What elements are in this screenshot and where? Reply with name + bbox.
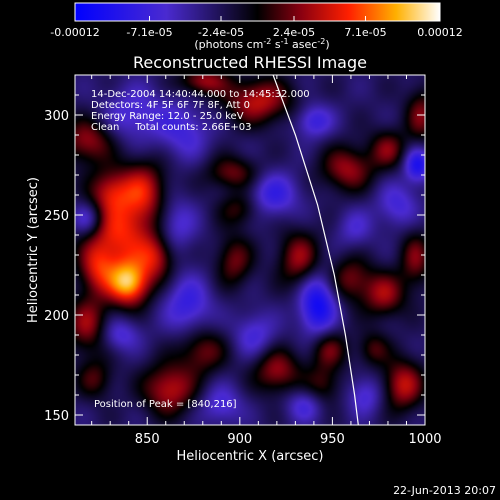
y-axis-tick-labels: 150 200 250 300: [44, 109, 69, 424]
y-tick-label-250: 250: [44, 209, 69, 224]
x-axis-tick-labels: 850 900 950 1000: [135, 432, 442, 447]
x-tick-label-1000: 1000: [408, 432, 441, 447]
colorbar-unit-label: (photons cm-2 s-1 asec-2): [194, 37, 329, 51]
annotation-block: 14-Dec-2004 14:40:44.000 to 14:45:32.000…: [91, 89, 310, 133]
colorbar-gradient: [74, 2, 441, 22]
annotation-energy-range: Energy Range: 12.0 - 25.0 keV: [91, 111, 244, 122]
x-axis-ticks: [91, 75, 426, 425]
annotation-clean-counts: Clean Total counts: 2.66E+03: [91, 122, 251, 133]
colorbar-tick-label-3: 2.4e-05: [273, 26, 315, 39]
colorbar-tick-label-4: 7.1e-05: [344, 26, 386, 39]
colorbar-tick-label-0: -0.00012: [50, 26, 99, 39]
x-axis-label: Heliocentric X (arcsec): [177, 449, 324, 464]
annotation-detectors: Detectors: 4F 5F 6F 7F 8F, Att 0: [91, 100, 250, 111]
y-tick-label-150: 150: [44, 409, 69, 424]
x-tick-label-850: 850: [135, 432, 160, 447]
colorbar-tick-label-2: -2.4e-05: [198, 26, 244, 39]
plot-frame: [74, 74, 426, 426]
heatmap-canvas: [75, 75, 425, 425]
annotation-time-range: 14-Dec-2004 14:40:44.000 to 14:45:32.000: [91, 89, 310, 100]
colorbar: -0.00012 -7.1e-05 -2.4e-05 2.4e-05 7.1e-05 0.…: [50, 2, 463, 51]
x-tick-label-950: 950: [320, 432, 345, 447]
peak-position-label: Position of Peak = [840,216]: [94, 399, 237, 410]
image-area: [75, 75, 425, 425]
colorbar-ticks: [74, 16, 441, 21]
x-tick-label-900: 900: [227, 432, 252, 447]
y-axis-label: Heliocentric Y (arcsec): [26, 177, 41, 323]
colorbar-tick-label-5: 0.00012: [417, 26, 463, 39]
y-tick-label-200: 200: [44, 309, 69, 324]
solar-limb-line: [272, 75, 359, 425]
chart-title: Reconstructed RHESSI Image: [133, 53, 367, 72]
colorbar-tick-labels: -0.00012 -7.1e-05 -2.4e-05 2.4e-05 7.1e-05 0.…: [50, 26, 462, 39]
y-tick-label-300: 300: [44, 109, 69, 124]
y-axis-ticks: [75, 74, 425, 416]
colorbar-tick-label-1: -7.1e-05: [126, 26, 172, 39]
footer-timestamp: 22-Jun-2013 20:07: [393, 484, 496, 497]
